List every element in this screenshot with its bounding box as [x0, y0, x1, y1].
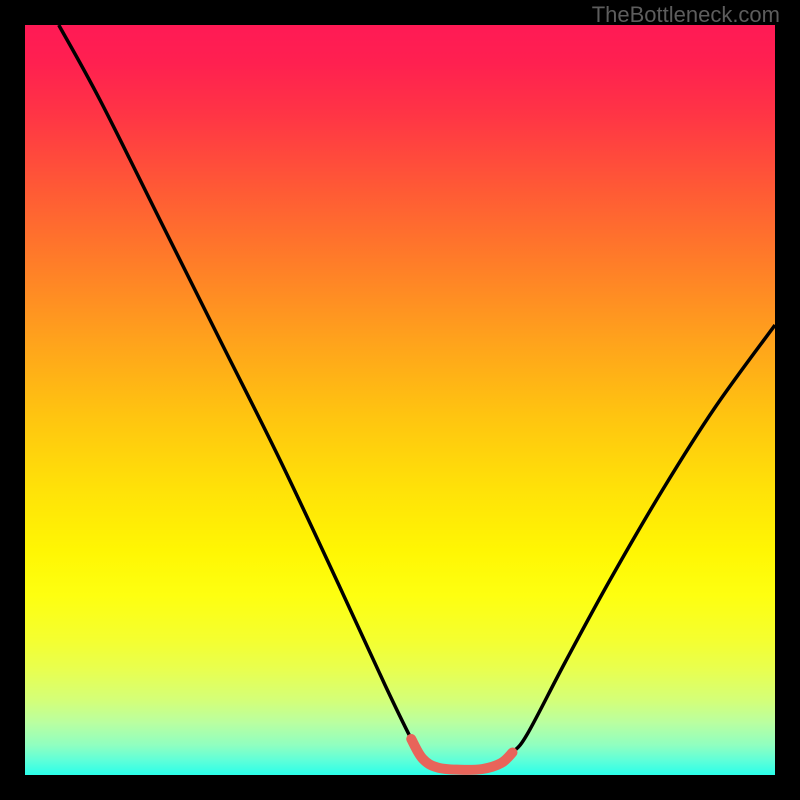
watermark-text: TheBottleneck.com: [592, 2, 780, 28]
curve-layer: [25, 25, 775, 775]
plot-area: [25, 25, 775, 775]
bottom-u-marker: [411, 739, 512, 770]
bottleneck-curve: [59, 25, 775, 770]
